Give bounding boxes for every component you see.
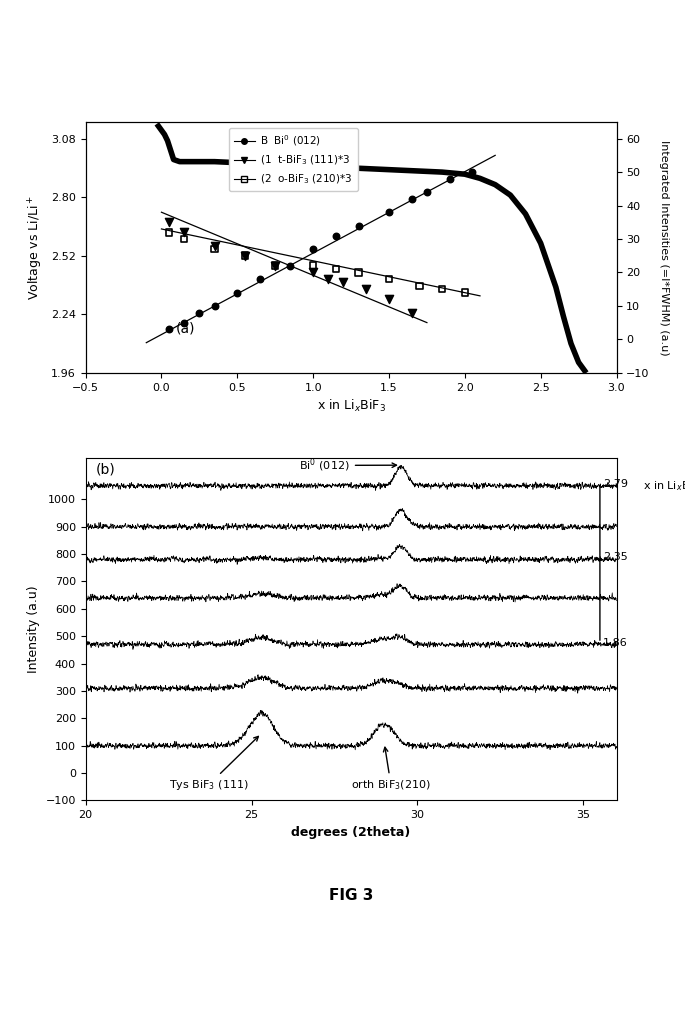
- Point: [164, 214, 175, 231]
- Point: [444, 171, 455, 187]
- Point: [406, 305, 417, 321]
- Point: [270, 258, 281, 274]
- Point: [240, 248, 251, 264]
- Point: [323, 271, 334, 288]
- Point: [164, 225, 175, 241]
- Point: [460, 284, 471, 301]
- Y-axis label: Intensity (a.u): Intensity (a.u): [27, 585, 40, 674]
- Text: (a): (a): [176, 322, 195, 335]
- Text: FIG 3: FIG 3: [329, 888, 373, 902]
- Point: [285, 258, 296, 274]
- Point: [406, 191, 417, 207]
- Text: (b): (b): [96, 462, 116, 477]
- Point: [414, 277, 425, 294]
- Text: Bi$^0$ (012): Bi$^0$ (012): [299, 456, 397, 474]
- Point: [179, 315, 190, 331]
- X-axis label: degrees (2theta): degrees (2theta): [291, 826, 411, 838]
- Point: [421, 184, 432, 200]
- Point: [436, 281, 447, 298]
- Point: [232, 284, 242, 301]
- Point: [179, 225, 190, 241]
- Legend: B  Bi$^0$ (012), (1  t-BiF$_3$ (111)*3, (2  o-BiF$_3$ (210)*3: B Bi$^0$ (012), (1 t-BiF$_3$ (111)*3, (2…: [229, 128, 358, 191]
- Point: [361, 281, 372, 298]
- Point: [308, 241, 319, 257]
- Point: [338, 274, 349, 291]
- X-axis label: x in Li$_x$BiF$_3$: x in Li$_x$BiF$_3$: [316, 398, 386, 415]
- Point: [384, 271, 395, 288]
- Text: 2.79: 2.79: [603, 480, 628, 490]
- Point: [209, 298, 220, 314]
- Point: [209, 238, 220, 254]
- Point: [308, 258, 319, 274]
- Text: orth BiF$_3$(210): orth BiF$_3$(210): [351, 747, 431, 791]
- Point: [179, 231, 190, 247]
- Point: [384, 204, 395, 220]
- Text: 2.35: 2.35: [603, 552, 628, 562]
- Point: [353, 217, 364, 234]
- Text: Tys BiF$_3$ (111): Tys BiF$_3$ (111): [169, 737, 258, 792]
- Point: [330, 228, 341, 244]
- Point: [270, 258, 281, 274]
- Point: [209, 241, 220, 257]
- Point: [353, 264, 364, 280]
- Point: [330, 261, 341, 277]
- Point: [194, 305, 205, 321]
- Point: [308, 264, 319, 280]
- Point: [240, 248, 251, 264]
- Text: 1.86: 1.86: [603, 638, 628, 648]
- Point: [255, 271, 266, 288]
- Point: [467, 164, 478, 180]
- Point: [164, 321, 175, 337]
- Y-axis label: Integrated Intensities (=I*FWHM) (a.u): Integrated Intensities (=I*FWHM) (a.u): [659, 139, 669, 356]
- Y-axis label: Voltage vs Li/Li$^+$: Voltage vs Li/Li$^+$: [27, 195, 45, 300]
- Point: [384, 291, 395, 307]
- Text: x in Li$_x$BiF$_3$: x in Li$_x$BiF$_3$: [643, 479, 685, 493]
